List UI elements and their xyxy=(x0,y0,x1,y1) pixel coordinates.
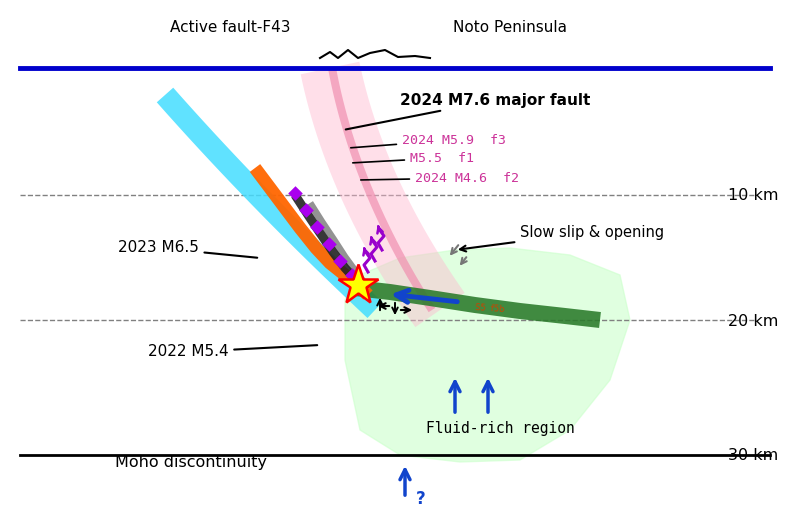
Text: 2024 M5.9  f3: 2024 M5.9 f3 xyxy=(350,134,506,148)
Polygon shape xyxy=(345,248,630,462)
Polygon shape xyxy=(291,192,369,293)
Point xyxy=(334,257,346,265)
Point xyxy=(346,271,358,279)
Polygon shape xyxy=(301,61,465,327)
Text: Noto Peninsula: Noto Peninsula xyxy=(453,21,567,36)
Polygon shape xyxy=(354,280,601,328)
Text: 30 km: 30 km xyxy=(728,448,778,464)
Text: 2023 M6.5: 2023 M6.5 xyxy=(118,241,258,258)
Point xyxy=(310,223,323,231)
Text: Fluid-rich region: Fluid-rich region xyxy=(426,420,574,436)
Text: Active fault-F43: Active fault-F43 xyxy=(170,21,290,36)
Text: ?: ? xyxy=(416,490,426,508)
Polygon shape xyxy=(307,201,368,286)
Text: 10 km: 10 km xyxy=(728,189,778,204)
Point xyxy=(322,240,335,248)
Point xyxy=(299,206,312,214)
Text: Slow slip & opening: Slow slip & opening xyxy=(460,225,664,251)
Polygon shape xyxy=(328,67,435,312)
Text: 2022 M5.4: 2022 M5.4 xyxy=(148,344,318,359)
Text: M5.5  f1: M5.5 f1 xyxy=(353,152,474,164)
Text: Moho discontinuity: Moho discontinuity xyxy=(115,455,267,470)
Text: 2024 M4.6  f2: 2024 M4.6 f2 xyxy=(361,172,519,184)
Text: 20 km: 20 km xyxy=(728,314,778,329)
Polygon shape xyxy=(157,87,382,318)
Text: 2024 M7.6 major fault: 2024 M7.6 major fault xyxy=(346,93,590,129)
Text: S5  f5b: S5 f5b xyxy=(475,304,505,314)
Point xyxy=(289,189,302,197)
Polygon shape xyxy=(250,164,373,299)
